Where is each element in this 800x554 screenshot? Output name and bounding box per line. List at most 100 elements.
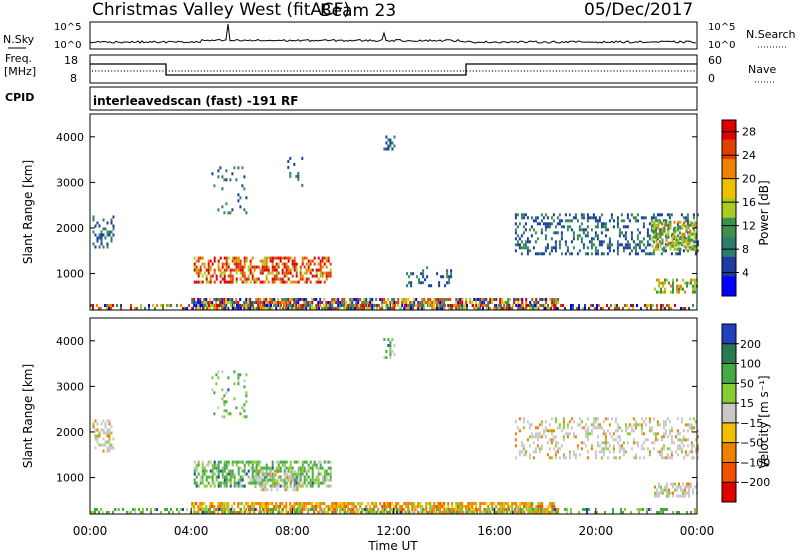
data-cell <box>540 435 543 439</box>
data-cell <box>634 246 637 250</box>
data-cell <box>267 271 270 275</box>
data-cell <box>222 304 224 307</box>
data-cell <box>422 304 424 307</box>
data-cell <box>266 470 269 474</box>
data-cell <box>344 508 346 511</box>
data-cell <box>327 301 330 304</box>
data-cell <box>295 304 298 307</box>
data-cell <box>660 485 662 489</box>
data-cell <box>422 269 425 273</box>
data-cell <box>505 502 508 505</box>
data-cell <box>231 208 234 212</box>
data-cell <box>205 274 208 278</box>
data-cell <box>568 456 571 460</box>
data-cell <box>557 307 560 310</box>
data-cell <box>358 304 360 307</box>
data-cell <box>600 456 603 460</box>
data-cell <box>403 298 406 301</box>
data-cell <box>255 460 258 464</box>
data-cell <box>410 304 412 307</box>
data-cell <box>456 511 458 514</box>
data-cell <box>100 236 103 240</box>
data-cell <box>491 298 494 301</box>
data-cell <box>457 298 460 301</box>
data-cell <box>642 216 645 220</box>
data-cell <box>393 144 396 148</box>
data-cell <box>602 441 605 445</box>
data-cell <box>237 502 240 505</box>
data-cell <box>219 460 222 464</box>
data-cell <box>273 280 276 284</box>
data-cell <box>229 178 232 182</box>
data-cell <box>678 252 681 256</box>
data-cell <box>349 502 352 505</box>
data-cell <box>353 505 356 508</box>
data-cell <box>515 304 518 307</box>
data-cell <box>506 511 508 514</box>
data-cell <box>680 447 683 451</box>
data-cell <box>489 511 492 514</box>
data-cell <box>355 307 358 310</box>
data-cell <box>273 304 276 307</box>
data-cell <box>680 287 682 291</box>
data-cell <box>690 485 692 489</box>
data-cell <box>253 505 256 508</box>
data-cell <box>676 494 678 498</box>
data-cell <box>98 443 101 447</box>
data-cell <box>549 502 552 505</box>
data-cell <box>687 235 690 239</box>
data-cell <box>688 491 690 495</box>
data-cell <box>100 508 102 511</box>
data-cell <box>387 505 390 508</box>
data-cell <box>522 243 525 247</box>
data-cell <box>223 481 226 485</box>
data-cell <box>634 456 637 460</box>
data-cell <box>555 301 558 304</box>
data-cell <box>604 447 607 451</box>
data-cell <box>524 228 527 232</box>
data-cell <box>289 481 292 485</box>
data-cell <box>673 232 676 236</box>
data-cell <box>684 281 686 285</box>
data-cell <box>321 481 324 485</box>
data-cell <box>461 511 464 514</box>
data-cell <box>662 508 664 511</box>
data-cell <box>213 505 216 508</box>
data-cell <box>243 262 246 266</box>
data-cell <box>684 438 687 442</box>
data-cell <box>368 511 370 514</box>
data-cell <box>676 278 678 282</box>
data-cell <box>352 304 354 307</box>
data-cell <box>243 409 246 413</box>
data-cell <box>684 423 687 427</box>
data-cell <box>682 278 684 282</box>
data-cell <box>329 274 332 278</box>
data-cell <box>265 268 268 272</box>
velocity-cbar-label: Velocity [m s⁻¹] <box>757 375 771 468</box>
data-cell <box>568 453 571 457</box>
data-cell <box>463 307 466 310</box>
data-cell <box>622 441 625 445</box>
data-cell <box>321 466 324 470</box>
data-cell <box>253 469 256 473</box>
data-cell <box>273 301 276 304</box>
data-cell <box>566 219 569 223</box>
data-cell <box>267 466 270 470</box>
data-cell <box>526 240 529 244</box>
data-cell <box>303 307 306 310</box>
data-cell <box>660 213 663 217</box>
data-cell <box>393 135 396 139</box>
data-cell <box>289 466 292 470</box>
data-cell <box>397 304 400 307</box>
data-cell <box>660 252 663 256</box>
data-cell <box>650 252 653 256</box>
data-cell <box>245 394 248 398</box>
data-cell <box>554 417 557 421</box>
data-cell <box>406 284 409 288</box>
data-cell <box>271 301 274 304</box>
velocity-data-cells <box>90 338 699 514</box>
colorbar-tick-label: 12 <box>742 220 756 233</box>
data-cell <box>225 463 228 467</box>
data-cell <box>666 435 669 439</box>
data-cell <box>360 304 362 307</box>
